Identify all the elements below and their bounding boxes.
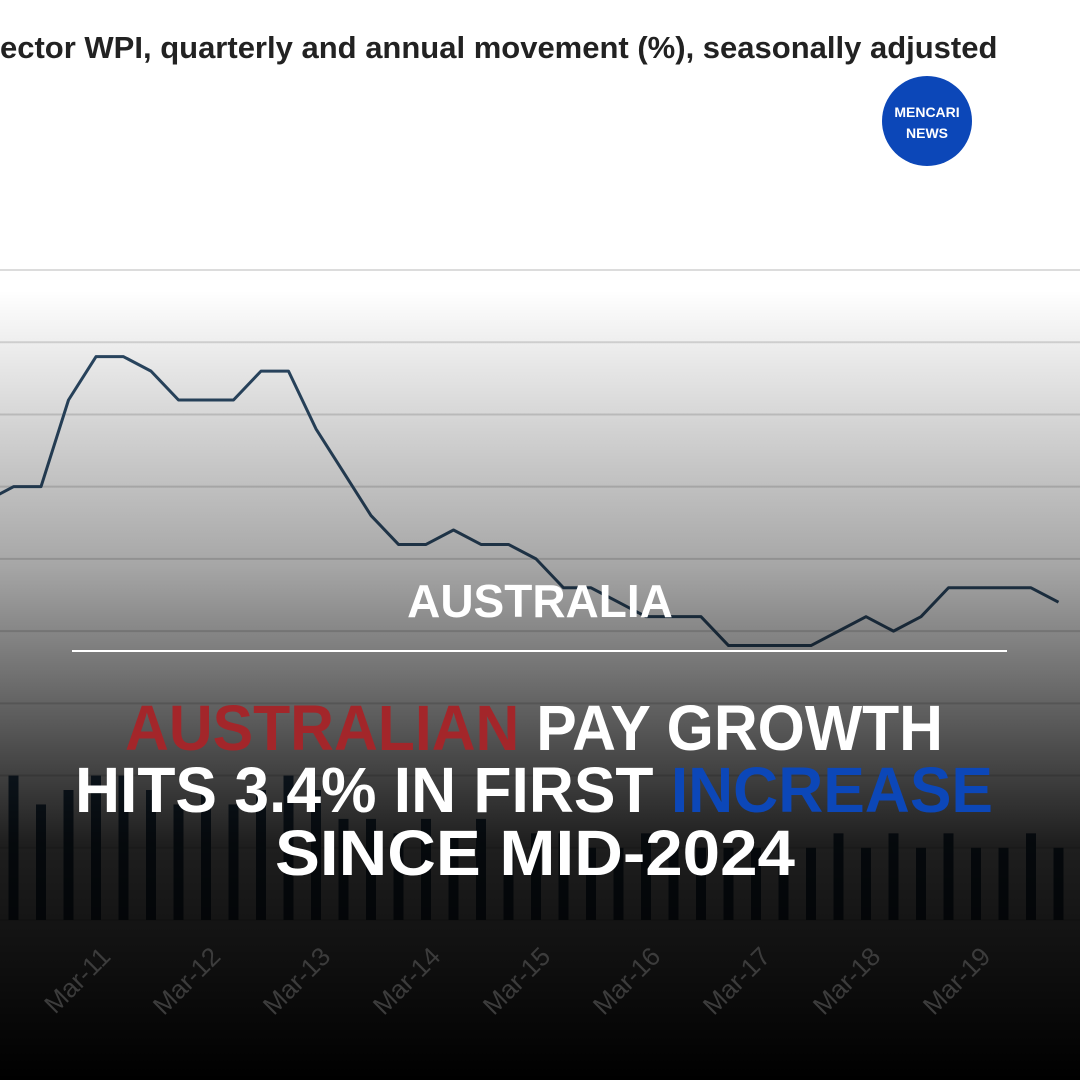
logo-text: MENCARI [894, 104, 959, 120]
logo-circle [882, 76, 972, 166]
headline-segment: PAY GROWTH [519, 692, 943, 764]
dark-overlay [0, 290, 1080, 1080]
logo-text: NEWS [906, 125, 948, 141]
kicker: AUSTRALIA [407, 575, 673, 627]
headline-line: SINCE MID-2024 [275, 817, 795, 889]
headline-segment: SINCE MID-2024 [275, 817, 795, 889]
headline-segment: INCREASE [671, 754, 993, 826]
chart-title: ector WPI, quarterly and annual movement… [0, 30, 997, 65]
logo: MENCARI NEWS [882, 76, 972, 166]
headline-segment: AUSTRALIAN [125, 692, 519, 764]
headline-line: AUSTRALIAN PAY GROWTH [125, 692, 943, 764]
headline-line: HITS 3.4% IN FIRST INCREASE [75, 754, 993, 826]
headline-segment: HITS 3.4% IN FIRST [75, 754, 671, 826]
